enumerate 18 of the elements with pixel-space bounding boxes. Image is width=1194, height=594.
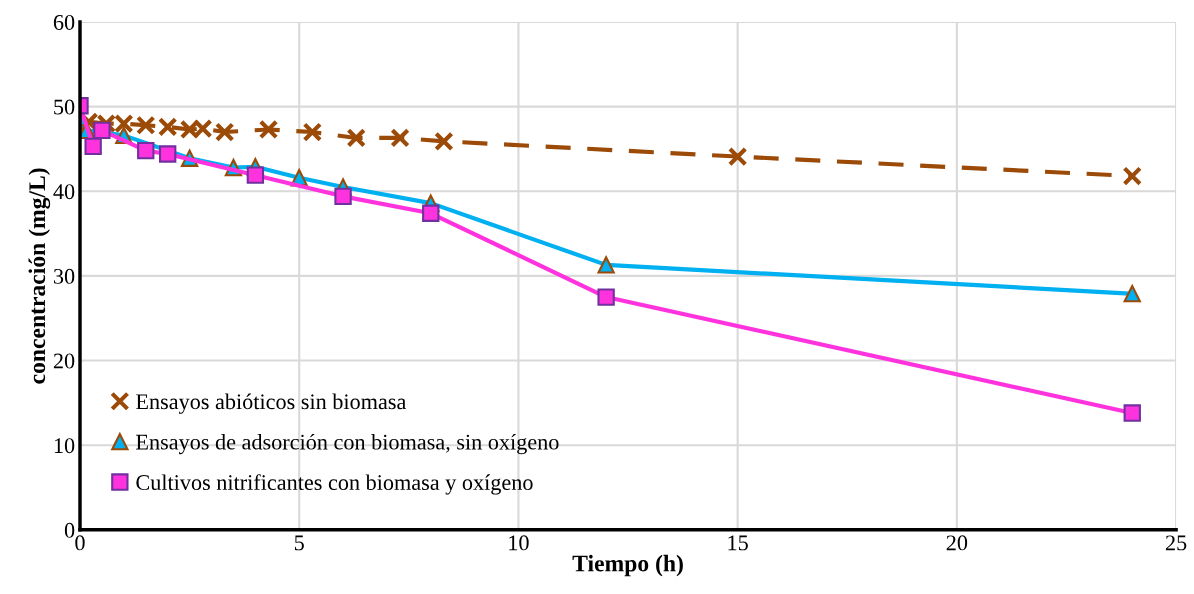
x-tick-label: 10: [509, 535, 529, 551]
y-tick-label: 60: [53, 14, 75, 30]
y-axis-title: concentración (mg/L): [28, 168, 51, 384]
y-tick-label: 10: [54, 438, 75, 454]
y-tick-label: 0: [64, 522, 75, 538]
x-tick-label: 25: [1165, 535, 1187, 551]
legend-label: Cultivos nitrificantes con biomasa y oxígeno: [136, 474, 533, 495]
x-tick-label: 5: [294, 535, 304, 551]
y-tick-label: 20: [53, 353, 75, 369]
x-tick-label: 0: [75, 535, 85, 551]
legend-label: Ensayos abióticos sin biomasa: [136, 393, 407, 414]
x-tick-label: 15: [728, 535, 748, 551]
x-tick-label: 20: [946, 535, 968, 551]
y-tick-label: 30: [53, 268, 75, 284]
y-tick-label: 50: [54, 99, 75, 115]
legend-label: Ensayos de adsorción con biomasa, sin oxígeno: [136, 433, 559, 455]
y-tick-label: 40: [53, 184, 75, 200]
x-axis-title: Tiempo (h): [572, 554, 683, 577]
